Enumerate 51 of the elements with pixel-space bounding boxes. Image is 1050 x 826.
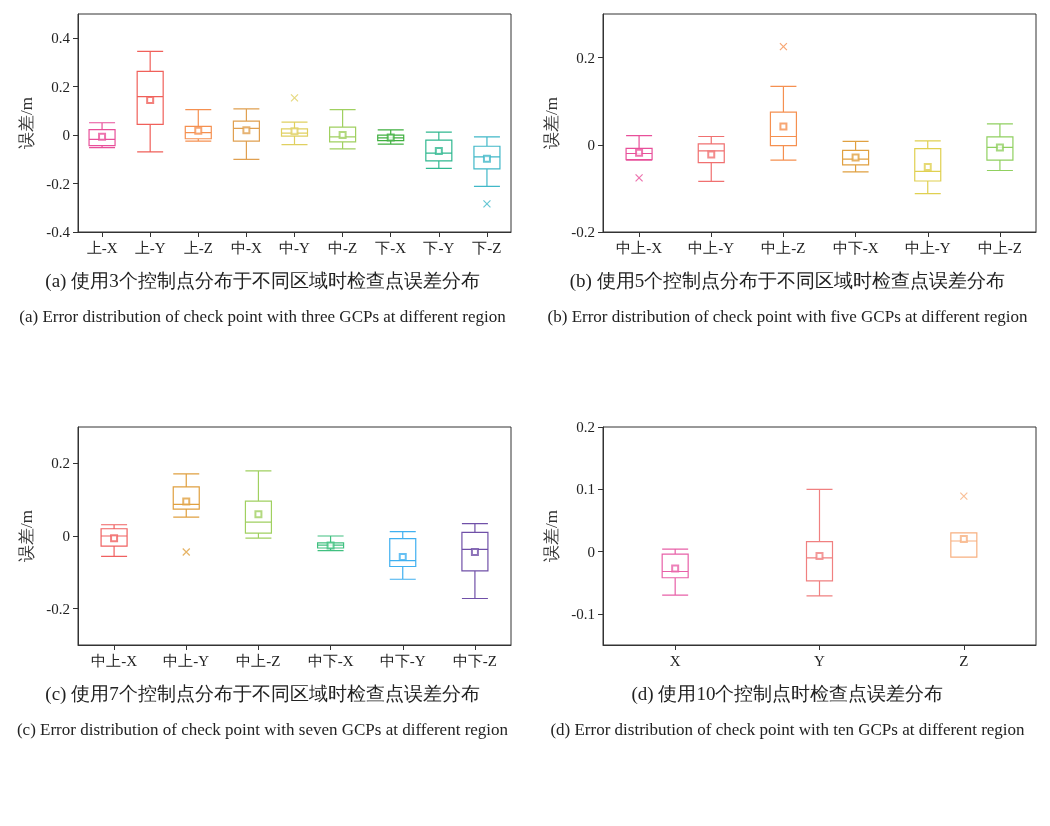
y-axis-title: 误差/m bbox=[17, 510, 37, 562]
y-tick-label: 0.2 bbox=[51, 78, 70, 95]
y-axis-title: 误差/m bbox=[542, 97, 562, 149]
x-tick-label: 上-X bbox=[86, 239, 118, 256]
y-tick-label: -0.1 bbox=[571, 605, 595, 622]
y-axis-title: 误差/m bbox=[542, 510, 562, 562]
y-tick-label: 0.1 bbox=[576, 481, 595, 498]
x-tick-label: X bbox=[669, 652, 681, 669]
x-tick-label: 中上-Z bbox=[977, 239, 1022, 256]
y-tick-label: -0.2 bbox=[46, 175, 70, 192]
x-tick-label: 中上-X bbox=[616, 239, 663, 256]
text: (c) Error distribution of check point with seven GCPs at different region bbox=[15, 719, 510, 741]
y-tick-label: 0.4 bbox=[51, 30, 71, 47]
x-tick-label: 中上-X bbox=[91, 652, 138, 669]
y-tick-label: -0.2 bbox=[571, 224, 595, 240]
x-tick-label: 中上-Y bbox=[904, 239, 951, 256]
x-tick-label: 中-X bbox=[230, 239, 262, 256]
x-tick-label: 中-Y bbox=[279, 239, 311, 256]
x-tick-label: 下-X bbox=[375, 239, 407, 256]
x-tick-label: Y bbox=[814, 652, 826, 669]
x-tick-label: 中上-Z bbox=[236, 652, 281, 669]
x-tick-label: 中上-Y bbox=[688, 239, 735, 256]
x-tick-label: 上-Z bbox=[183, 239, 213, 256]
x-tick-label: 中上-Y bbox=[163, 652, 210, 669]
y-tick-label: 0.2 bbox=[576, 49, 595, 66]
text: (c) 使用7个控制点分布于不同区域时检查点误差分布 bbox=[44, 682, 481, 706]
x-tick-label: 上-Y bbox=[134, 239, 166, 256]
text: (d) Error distribution of check point with ten GCPs at different region bbox=[549, 719, 1026, 741]
x-tick-label: 中下-Z bbox=[452, 652, 497, 669]
y-tick-label: -0.2 bbox=[46, 600, 70, 617]
x-tick-label: 中上-Z bbox=[761, 239, 806, 256]
x-tick-label: 下-Z bbox=[472, 239, 502, 256]
text: (a) 使用3个控制点分布于不同区域时检查点误差分布 bbox=[44, 269, 481, 293]
y-tick-label: 0.2 bbox=[51, 455, 70, 472]
x-tick-label: 中下-Y bbox=[379, 652, 426, 669]
y-tick-label: 0.2 bbox=[576, 419, 595, 435]
x-tick-label: 中-Z bbox=[328, 239, 358, 256]
text: (a) Error distribution of check point with three GCPs at different region bbox=[18, 306, 507, 328]
x-tick-label: 中下-X bbox=[832, 239, 879, 256]
y-tick-label: 0 bbox=[62, 528, 70, 544]
y-tick-label: 0 bbox=[62, 127, 70, 144]
x-tick-label: 中下-X bbox=[307, 652, 354, 669]
y-tick-label: -0.4 bbox=[46, 224, 71, 240]
text: (b) 使用5个控制点分布于不同区域时检查点误差分布 bbox=[568, 269, 1007, 293]
y-tick-label: 0 bbox=[587, 136, 595, 153]
x-tick-label: 下-Y bbox=[423, 239, 455, 256]
text: (b) Error distribution of check point with five GCPs at different region bbox=[546, 306, 1029, 328]
y-tick-label: 0 bbox=[587, 543, 595, 560]
text: (d) 使用10个控制点时检查点误差分布 bbox=[630, 682, 945, 706]
x-tick-label: Z bbox=[959, 652, 969, 669]
y-axis-title: 误差/m bbox=[17, 97, 37, 149]
